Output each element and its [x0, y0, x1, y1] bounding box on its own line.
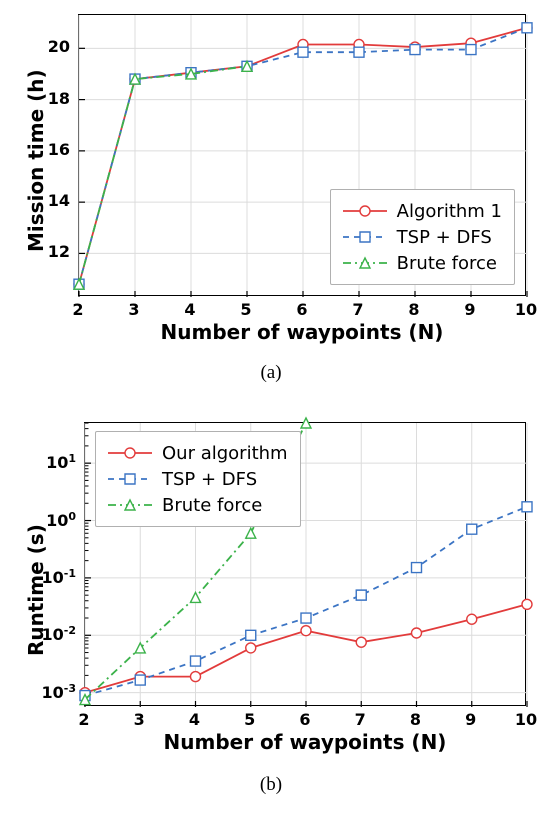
- ytick-label: 20: [48, 39, 70, 55]
- panel-a: Mission time (h) Algorithm 1 TSP + DFS Bru…: [0, 0, 542, 400]
- legend-label: Brute force: [162, 495, 262, 516]
- ytick-label: 12: [48, 244, 70, 260]
- legend-label: TSP + DFS: [162, 469, 257, 490]
- xtick-label: 7: [352, 302, 363, 318]
- xlabel-a: Number of waypoints (N): [78, 320, 526, 344]
- legend-item: TSP + DFS: [341, 224, 502, 250]
- xlabel-b: Number of waypoints (N): [84, 730, 526, 754]
- legend-label: Algorithm 1: [397, 201, 502, 222]
- xtick-label: 9: [464, 302, 475, 318]
- plot-a: Algorithm 1 TSP + DFS Brute force: [78, 14, 526, 296]
- legend-a: Algorithm 1 TSP + DFS Brute force: [330, 189, 515, 285]
- caption-a: (a): [0, 362, 542, 384]
- xtick-label: 4: [184, 302, 195, 318]
- caption-b: (b): [0, 774, 542, 796]
- legend-b: Our algorithm TSP + DFS Brute force: [95, 431, 301, 527]
- legend-swatch: [341, 227, 389, 247]
- ytick-label: 10-1: [32, 568, 76, 586]
- legend-item: TSP + DFS: [106, 466, 288, 492]
- ytick-label: 16: [48, 142, 70, 158]
- xtick-label: 6: [296, 302, 307, 318]
- ytick-label: 100: [32, 510, 76, 528]
- legend-swatch: [341, 253, 389, 273]
- legend-label: Our algorithm: [162, 443, 288, 464]
- legend-swatch: [106, 495, 154, 515]
- xtick-label: 8: [408, 302, 419, 318]
- xtick-label: 2: [72, 302, 83, 318]
- xtick-label: 7: [355, 712, 366, 728]
- ytick-label: 101: [32, 453, 76, 471]
- legend-item: Algorithm 1: [341, 198, 502, 224]
- legend-item: Our algorithm: [106, 440, 288, 466]
- xtick-label: 8: [410, 712, 421, 728]
- xtick-label: 3: [134, 712, 145, 728]
- legend-label: Brute force: [397, 253, 497, 274]
- xtick-label: 3: [128, 302, 139, 318]
- xtick-label: 10: [515, 302, 537, 318]
- xtick-label: 6: [299, 712, 310, 728]
- ylabel-a: Mission time (h): [24, 69, 48, 252]
- xtick-label: 2: [78, 712, 89, 728]
- legend-item: Brute force: [106, 492, 288, 518]
- panel-b: Runtime (s) Our algorithmTSP + DFSBrute …: [0, 408, 542, 818]
- xtick-label: 4: [189, 712, 200, 728]
- legend-swatch: [106, 443, 154, 463]
- xtick-label: 10: [515, 712, 537, 728]
- legend-swatch: [341, 201, 389, 221]
- page: { "captions": { "a": "(a)", "b": "(b)" }…: [0, 0, 542, 818]
- legend-swatch: [106, 469, 154, 489]
- legend-item: Brute force: [341, 250, 502, 276]
- ytick-label: 10-3: [32, 682, 76, 700]
- legend-label: TSP + DFS: [397, 227, 492, 248]
- ytick-label: 18: [48, 91, 70, 107]
- ytick-label: 14: [48, 193, 70, 209]
- xtick-label: 5: [240, 302, 251, 318]
- xtick-label: 5: [244, 712, 255, 728]
- plot-b: Our algorithm TSP + DFS Brute force: [84, 422, 526, 706]
- xtick-label: 9: [465, 712, 476, 728]
- ytick-label: 10-2: [32, 625, 76, 643]
